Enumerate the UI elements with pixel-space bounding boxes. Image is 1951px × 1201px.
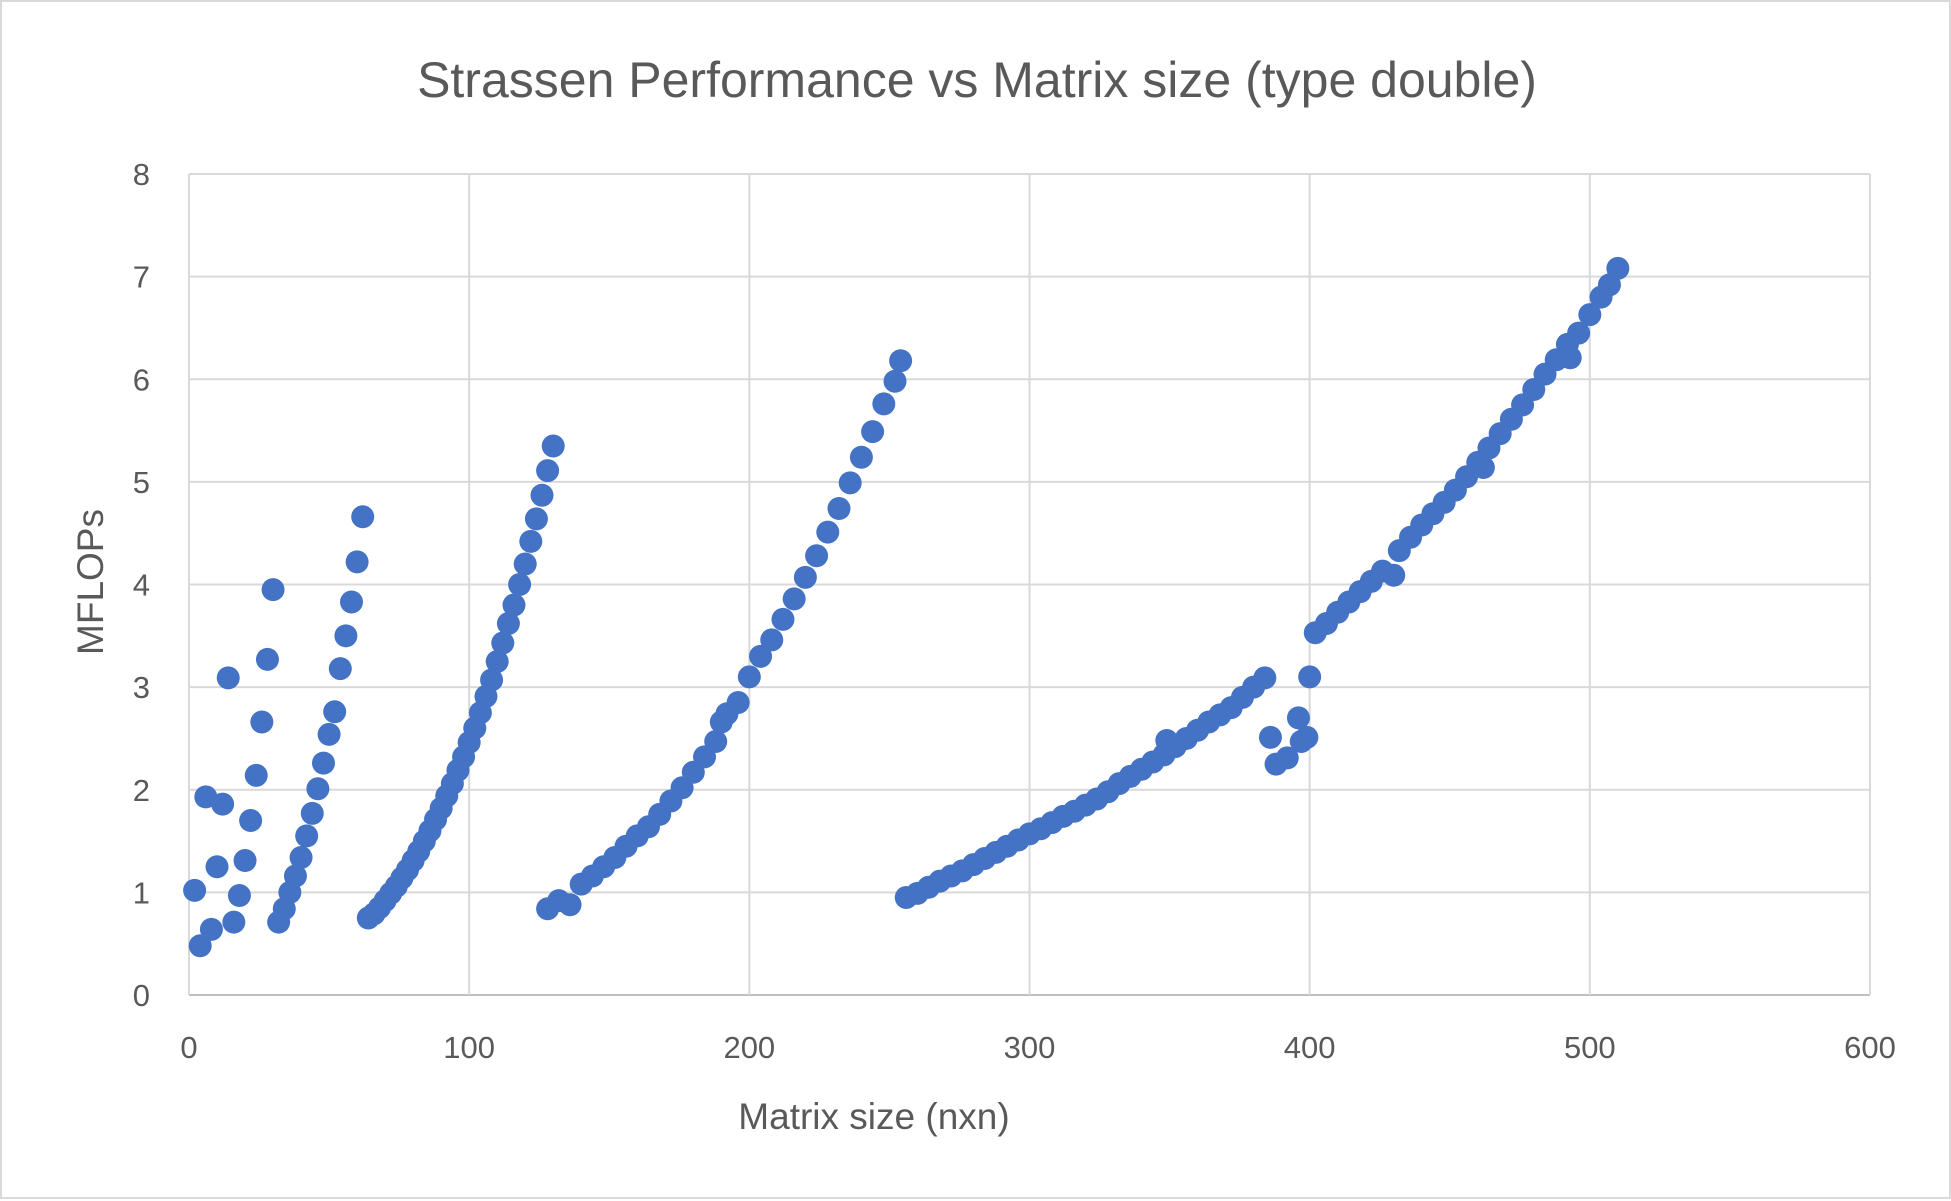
data-point [838, 471, 862, 495]
data-point [485, 649, 509, 673]
chart-title: Strassen Performance vs Matrix size (typ… [417, 52, 1537, 108]
data-point [339, 590, 363, 614]
data-point [1578, 303, 1602, 327]
data-point [1286, 706, 1310, 730]
y-tick-label: 4 [133, 568, 150, 603]
data-point [1606, 256, 1630, 280]
data-point [1295, 725, 1319, 749]
data-point [289, 845, 313, 869]
y-tick-labels: 0 1 2 3 4 5 6 7 8 [133, 157, 150, 1013]
x-tick-label: 500 [1564, 1030, 1616, 1065]
x-tick-label: 200 [723, 1030, 775, 1065]
data-point [255, 647, 279, 671]
y-axis-title: MFLOPs [70, 509, 111, 655]
gridlines [188, 173, 1871, 996]
data-point [491, 631, 515, 655]
y-tick-label: 5 [133, 465, 150, 500]
data-point [502, 593, 526, 617]
data-points [183, 256, 1630, 958]
data-point [726, 691, 750, 715]
data-point [211, 792, 235, 816]
data-point [295, 824, 319, 848]
data-point [749, 644, 773, 668]
data-point [283, 864, 307, 888]
x-tick-label: 600 [1844, 1030, 1896, 1065]
data-point [480, 668, 504, 692]
data-point [782, 587, 806, 611]
x-tick-label: 100 [443, 1030, 495, 1065]
x-tick-label: 0 [180, 1030, 197, 1065]
data-point [1382, 563, 1406, 587]
data-point [311, 751, 335, 775]
data-point [872, 392, 896, 416]
data-point [793, 565, 817, 589]
data-point [1298, 665, 1322, 689]
data-point [704, 730, 728, 754]
data-point [250, 710, 274, 734]
data-point [530, 483, 554, 507]
data-point [351, 505, 375, 529]
y-tick-label: 6 [133, 362, 150, 397]
data-point [233, 849, 257, 873]
data-point [216, 666, 240, 690]
x-tick-label: 400 [1284, 1030, 1336, 1065]
data-point [558, 893, 582, 917]
data-point [323, 700, 347, 724]
data-point [541, 434, 565, 458]
data-point [1558, 346, 1582, 370]
y-tick-label: 2 [133, 773, 150, 808]
x-tick-labels: 0 100 200 300 400 500 600 [180, 1030, 1895, 1065]
data-point [1253, 666, 1277, 690]
data-point [861, 420, 885, 444]
data-point [328, 657, 352, 681]
x-axis-title: Matrix size (nxn) [738, 1096, 1009, 1137]
data-point [496, 611, 520, 635]
data-point [300, 801, 324, 825]
data-point [183, 878, 207, 902]
data-point [883, 369, 907, 393]
data-point [1258, 725, 1282, 749]
y-tick-label: 3 [133, 670, 150, 705]
data-point [1567, 321, 1591, 345]
data-point [760, 628, 784, 652]
data-point [771, 607, 795, 631]
data-point [805, 544, 829, 568]
data-point [317, 722, 341, 746]
data-point [188, 934, 212, 958]
data-point [199, 917, 223, 941]
y-tick-label: 1 [133, 875, 150, 910]
data-point [816, 520, 840, 544]
x-tick-label: 300 [1004, 1030, 1056, 1065]
data-point [513, 552, 537, 576]
data-point [849, 445, 873, 469]
data-point [889, 349, 913, 373]
data-point [205, 855, 229, 879]
data-point [227, 883, 251, 907]
data-point [519, 529, 543, 553]
data-point [244, 763, 268, 787]
data-point [827, 497, 851, 521]
y-tick-label: 7 [133, 260, 150, 295]
data-point [737, 665, 761, 689]
data-point [261, 578, 285, 602]
data-point [239, 809, 263, 833]
data-point [306, 777, 330, 801]
data-point [536, 459, 560, 483]
data-point [1275, 746, 1299, 770]
data-point [334, 624, 358, 648]
data-point [1471, 456, 1495, 480]
data-point [222, 910, 246, 934]
y-tick-label: 0 [133, 978, 150, 1013]
data-point [524, 507, 548, 531]
data-point [345, 550, 369, 574]
data-point [508, 573, 532, 596]
y-tick-label: 8 [133, 157, 150, 192]
